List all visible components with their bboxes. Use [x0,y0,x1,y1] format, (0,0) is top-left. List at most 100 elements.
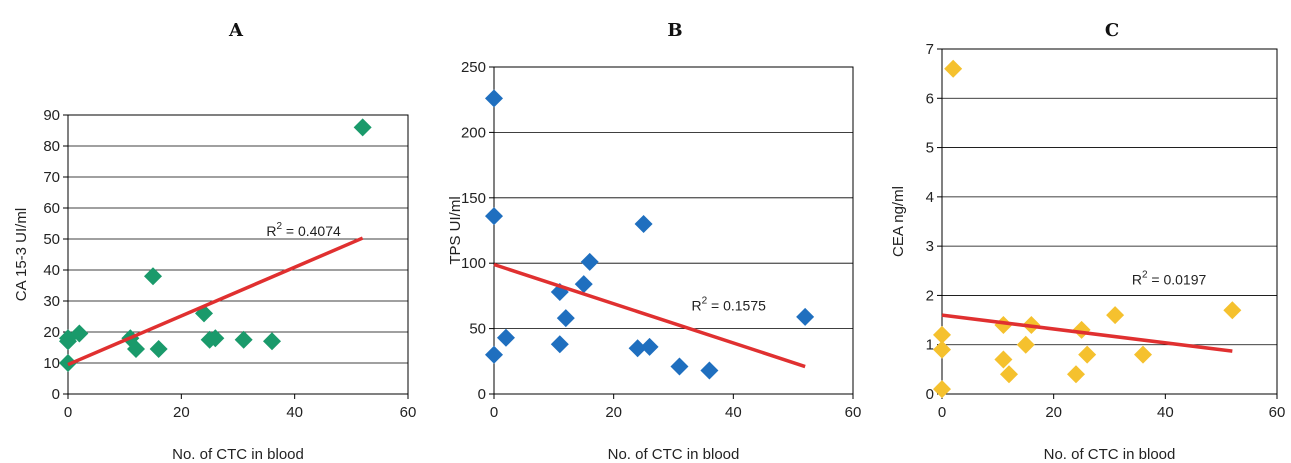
data-point [144,267,162,286]
data-point [485,345,503,364]
y-tick-label: 50 [43,231,60,248]
x-tick-label: 0 [490,404,498,421]
data-point [994,350,1013,369]
data-point [1067,365,1085,384]
x-axis-label: No. of CTC in blood [1044,446,1176,463]
plot-area [941,48,1278,395]
trendline [493,262,806,369]
r-value: = 0.0197 [1148,272,1207,288]
data-point [1016,335,1035,354]
panel-title: B [667,20,682,41]
chart-panel-C: C 0 1 2 3 4 5 6 7 0 20 40 60 No. of CTC in blood CEA n… [890,20,1285,463]
data-point [485,89,503,108]
x-axis-label: No. of CTC in blood [172,446,304,463]
trendline [941,313,1233,353]
y-axis-label: TPS UI/ml [447,196,464,264]
r-label: R [1132,272,1142,288]
data-point [149,340,168,359]
x-tick-label: 20 [173,404,190,421]
x-tick-label: 60 [845,404,862,421]
x-tick-label: 0 [938,404,946,421]
y-tick-label: 0 [478,386,486,403]
x-tick-label: 20 [605,404,622,421]
data-point [485,207,503,226]
data-point [670,357,689,376]
x-tick-label: 20 [1045,404,1062,421]
data-point [353,118,372,137]
y-tick-label: 60 [43,200,60,217]
x-tick-label: 40 [1157,404,1174,421]
data-point [127,340,145,359]
r-value: = 0.1575 [707,297,766,313]
data-point [574,275,593,294]
x-tick-label: 60 [1269,404,1286,421]
r-superscript: 2 [1142,270,1148,281]
y-tick-label: 4 [926,189,934,206]
plot-area [67,114,409,395]
y-tick-label: 6 [926,90,934,107]
data-point [550,335,569,354]
r-squared-annotation: R2 = 0.0197 [1132,270,1207,288]
data-point [933,340,951,359]
data-point [234,330,253,349]
data-point [1106,306,1125,325]
x-tick-label: 40 [286,404,303,421]
chart-panel-B: B 0 50 100 150 200 250 0 20 40 60 No. of CTC in blo… [447,20,861,463]
data-point [796,307,815,326]
r-label: R [266,223,276,239]
trendline [67,236,364,367]
y-tick-label: 200 [461,124,486,141]
r-superscript: 2 [702,295,708,306]
data-point [628,339,647,358]
data-point [700,361,719,380]
data-point [933,325,951,344]
y-tick-label: 5 [926,140,934,157]
panel-title: A [228,20,244,41]
y-tick-label: 250 [461,59,486,76]
data-point [1134,345,1152,364]
x-axis-label: No. of CTC in blood [608,446,740,463]
r-value: = 0.4074 [282,223,341,239]
data-point [933,380,951,399]
y-tick-label: 0 [926,386,934,403]
r-superscript: 2 [276,221,282,232]
data-point [1000,365,1018,384]
data-point [206,329,225,348]
y-tick-label: 2 [926,287,934,304]
data-point [70,324,89,343]
data-point [263,332,281,351]
y-tick-label: 30 [43,293,60,310]
r-squared-annotation: R2 = 0.4074 [266,221,341,239]
data-point [580,252,599,271]
panel-title: C [1105,20,1119,41]
data-point [556,309,575,328]
data-point [640,337,659,356]
y-axis-label: CA 15-3 UI/ml [13,208,30,301]
data-point [1078,345,1097,364]
r-squared-annotation: R2 = 0.1575 [691,295,766,313]
plot-area [493,66,854,395]
y-tick-label: 10 [43,355,60,372]
y-tick-label: 40 [43,262,60,279]
y-tick-label: 20 [43,324,60,341]
y-tick-label: 50 [469,321,486,338]
data-point [496,328,515,347]
data-point [634,214,653,233]
y-tick-label: 1 [926,337,934,354]
y-axis-label: CEA ng/ml [890,186,907,257]
r-label: R [691,297,701,313]
data-point [1223,301,1242,320]
x-tick-label: 40 [725,404,742,421]
y-tick-label: 70 [43,169,60,186]
x-tick-label: 60 [400,404,417,421]
y-tick-label: 7 [926,41,934,58]
data-point [944,59,963,78]
y-tick-label: 0 [52,386,60,403]
y-tick-label: 80 [43,138,60,155]
y-tick-label: 150 [461,190,486,207]
y-tick-label: 3 [926,238,934,255]
x-tick-label: 0 [64,404,72,421]
y-tick-label: 90 [43,107,60,124]
y-tick-label: 100 [461,255,486,272]
